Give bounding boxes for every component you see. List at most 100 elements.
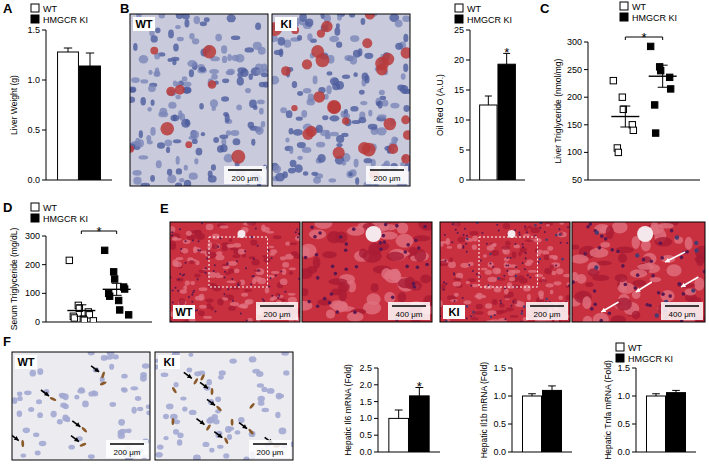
significance: * bbox=[417, 379, 422, 394]
nucleus bbox=[472, 270, 474, 272]
tissue bbox=[523, 285, 531, 292]
tissue bbox=[190, 281, 195, 285]
nucleus bbox=[466, 235, 468, 237]
sem-bar bbox=[116, 283, 117, 295]
tissue bbox=[658, 223, 674, 229]
y-tick-label: 1.0 bbox=[493, 391, 506, 401]
nucleus bbox=[320, 14, 324, 19]
nucleus bbox=[306, 98, 315, 105]
point-square bbox=[619, 94, 625, 100]
nucleus bbox=[218, 375, 224, 380]
infiltrate bbox=[691, 288, 695, 292]
bar bbox=[523, 396, 542, 452]
nucleus bbox=[512, 301, 514, 303]
scale-bar bbox=[665, 305, 699, 307]
tissue bbox=[606, 225, 614, 239]
tissue bbox=[559, 222, 564, 225]
nucleus bbox=[282, 171, 288, 178]
tissue bbox=[242, 254, 246, 258]
image-frame bbox=[12, 352, 150, 460]
nucleus bbox=[168, 102, 176, 109]
tissue bbox=[505, 241, 510, 246]
tissue bbox=[302, 268, 313, 279]
scale-bar-label: 200 μm bbox=[264, 310, 291, 319]
tissue bbox=[502, 246, 511, 250]
x-axis-line bbox=[46, 322, 152, 323]
tissue bbox=[418, 222, 432, 231]
nucleus bbox=[150, 127, 155, 136]
nucleus bbox=[390, 103, 399, 109]
nucleus bbox=[179, 273, 181, 275]
lipid-droplet bbox=[316, 53, 330, 67]
nucleus bbox=[245, 47, 254, 52]
nucleus bbox=[210, 99, 218, 107]
nucleus bbox=[251, 139, 255, 146]
nucleus bbox=[226, 130, 231, 136]
nucleus bbox=[257, 100, 265, 105]
point-square bbox=[647, 43, 653, 49]
tissue bbox=[499, 303, 505, 307]
nucleus bbox=[164, 140, 172, 147]
nucleus bbox=[274, 50, 283, 55]
y-tick-label: 100 bbox=[567, 147, 582, 157]
stained-cell bbox=[171, 387, 177, 394]
nucleus bbox=[192, 292, 194, 294]
nucleus bbox=[364, 158, 373, 163]
y-axis-line bbox=[378, 368, 379, 452]
tissue bbox=[186, 231, 192, 236]
tissue bbox=[684, 289, 696, 296]
tissue bbox=[398, 292, 407, 303]
y-tick bbox=[374, 418, 378, 419]
tissue bbox=[546, 224, 550, 227]
nucleus bbox=[466, 317, 468, 319]
tissue bbox=[237, 304, 246, 307]
y-axis-line bbox=[46, 236, 47, 322]
y-axis-label: Hepatic Il1b mRNA (Fold) bbox=[479, 362, 489, 459]
y-tick-label: 1.5 bbox=[359, 397, 372, 407]
nucleus bbox=[425, 263, 429, 267]
nucleus bbox=[213, 270, 215, 272]
tissue bbox=[338, 282, 350, 292]
tissue bbox=[302, 288, 308, 296]
tissue bbox=[199, 305, 207, 309]
y-tick-label: 0.5 bbox=[617, 419, 630, 429]
tissue bbox=[552, 255, 557, 260]
tissue bbox=[247, 318, 253, 322]
nucleus bbox=[680, 256, 684, 260]
legend-label: HMGCR KI bbox=[628, 354, 673, 364]
y-axis-label: Serum Triglyceride (mg/dL) bbox=[9, 228, 19, 331]
tissue bbox=[409, 280, 422, 290]
chart: CLiver Triglyceride (nmol/mg)50100150200… bbox=[540, 1, 700, 185]
stained-cell bbox=[216, 405, 223, 412]
nucleus bbox=[140, 97, 146, 105]
nucleus bbox=[140, 372, 147, 377]
nucleus bbox=[567, 226, 569, 228]
nucleus bbox=[303, 88, 311, 94]
nucleus bbox=[378, 114, 387, 118]
infiltrate bbox=[594, 265, 598, 269]
point-square bbox=[81, 317, 87, 322]
point-square bbox=[610, 77, 616, 83]
tissue bbox=[413, 235, 431, 241]
nucleus bbox=[325, 130, 330, 139]
point-square bbox=[106, 293, 112, 299]
nucleus bbox=[352, 227, 356, 231]
nucleus bbox=[590, 307, 594, 311]
nucleus bbox=[379, 247, 383, 251]
tissue bbox=[206, 299, 214, 303]
tissue bbox=[593, 313, 609, 322]
nucleus bbox=[182, 82, 191, 87]
y-tick-label: 300 bbox=[567, 37, 582, 47]
tissue bbox=[326, 310, 335, 319]
arrow-shaft bbox=[200, 382, 208, 388]
nucleus bbox=[257, 383, 264, 387]
tissue bbox=[472, 311, 476, 318]
marks bbox=[647, 390, 686, 452]
nucleus bbox=[166, 404, 174, 410]
nucleus bbox=[616, 250, 620, 254]
tissue bbox=[217, 299, 224, 306]
nucleus bbox=[604, 237, 608, 241]
tissue bbox=[476, 293, 483, 300]
nucleus bbox=[180, 248, 182, 250]
tissue bbox=[170, 227, 175, 233]
